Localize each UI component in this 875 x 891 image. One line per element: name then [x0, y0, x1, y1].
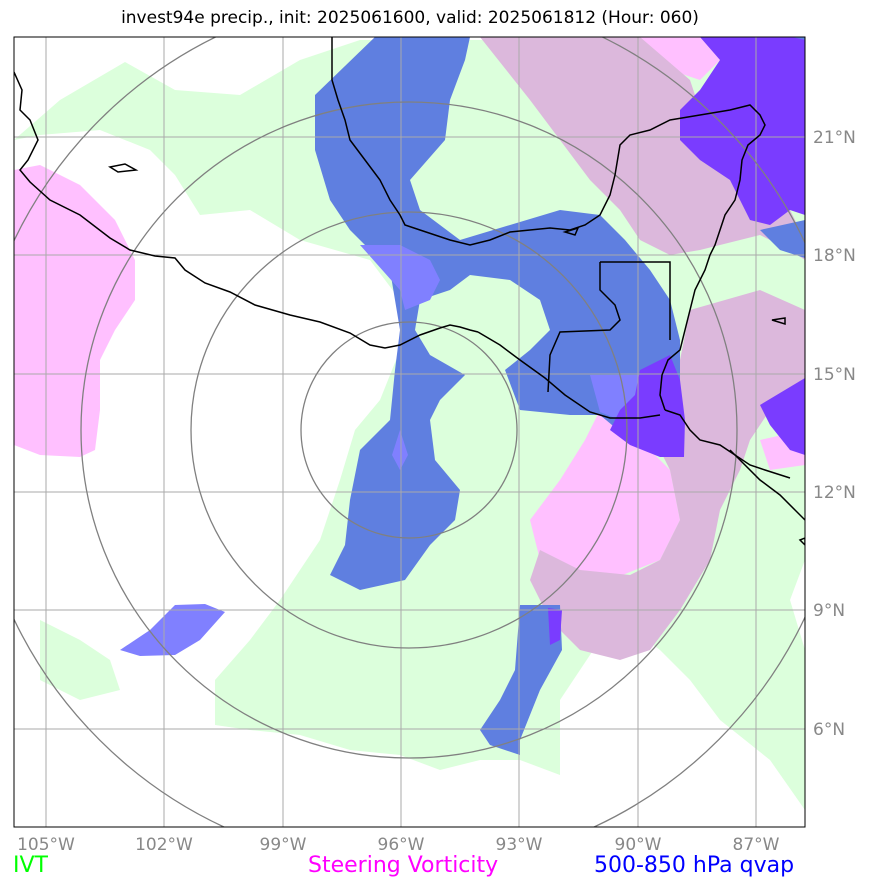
lon-tick-label: 96°W — [378, 835, 425, 855]
lon-tick-label: 102°W — [135, 835, 193, 855]
lat-tick-label: 15°N — [813, 365, 856, 385]
lat-tick-label: 6°N — [813, 720, 845, 740]
legend-qvap: 500-850 hPa qvap — [594, 853, 795, 878]
lon-tick-labels: 105°W 102°W 99°W 96°W 93°W 90°W 87°W — [17, 835, 780, 855]
lat-tick-label: 21°N — [813, 128, 856, 148]
map-title: invest94e precip., init: 2025061600, val… — [121, 8, 699, 28]
range-rings — [14, 37, 805, 827]
legend-ivt: IVT — [13, 853, 48, 878]
lat-tick-label: 18°N — [813, 246, 856, 266]
lat-tick-label: 12°N — [813, 483, 856, 503]
qvap-strong-shading — [548, 37, 805, 645]
lat-tick-labels: 21°N 18°N 15°N 12°N 9°N 6°N — [813, 128, 856, 740]
overlap-shading — [480, 37, 805, 660]
lon-tick-label: 105°W — [17, 835, 75, 855]
legend-steering-vorticity: Steering Vorticity — [308, 853, 499, 878]
graticule — [14, 37, 805, 827]
lon-tick-label: 87°W — [733, 835, 780, 855]
coastlines — [14, 37, 805, 547]
lon-tick-label: 99°W — [260, 835, 307, 855]
map-layers — [14, 37, 805, 827]
plot-frame — [13, 36, 806, 828]
lon-tick-label: 93°W — [496, 835, 543, 855]
lat-tick-label: 9°N — [813, 601, 845, 621]
lon-tick-label: 90°W — [615, 835, 662, 855]
